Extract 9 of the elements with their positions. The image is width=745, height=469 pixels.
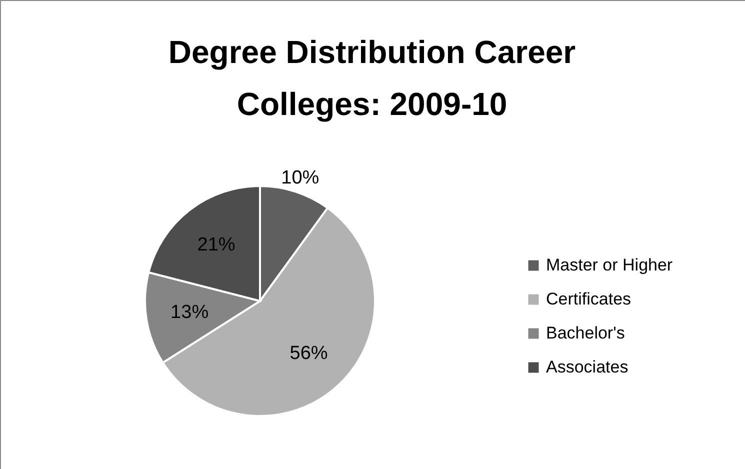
data-label: 10% <box>281 167 320 188</box>
data-label: 13% <box>170 302 209 324</box>
data-label: 21% <box>197 234 236 256</box>
legend-label: Master or Higher <box>546 256 673 274</box>
chart-title: Degree Distribution Career Colleges: 2009-10 <box>168 34 576 122</box>
data-label: 56% <box>290 342 328 364</box>
legend-label: Certificates <box>546 290 632 308</box>
legend-label: Bachelor's <box>546 324 625 342</box>
legend-label: Associates <box>546 358 628 376</box>
